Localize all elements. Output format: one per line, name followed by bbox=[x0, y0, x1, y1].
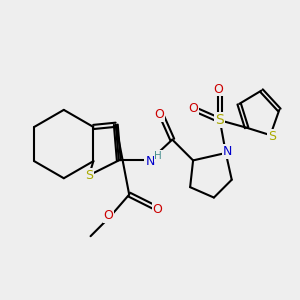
Text: O: O bbox=[213, 82, 223, 96]
Text: O: O bbox=[152, 203, 162, 216]
Text: N: N bbox=[145, 155, 155, 168]
Text: O: O bbox=[154, 108, 164, 121]
Text: S: S bbox=[85, 169, 93, 182]
Text: H: H bbox=[154, 151, 162, 161]
Text: S: S bbox=[268, 130, 276, 143]
Text: S: S bbox=[215, 113, 224, 127]
Text: O: O bbox=[188, 102, 198, 115]
Text: N: N bbox=[223, 145, 232, 158]
Text: O: O bbox=[103, 209, 113, 222]
